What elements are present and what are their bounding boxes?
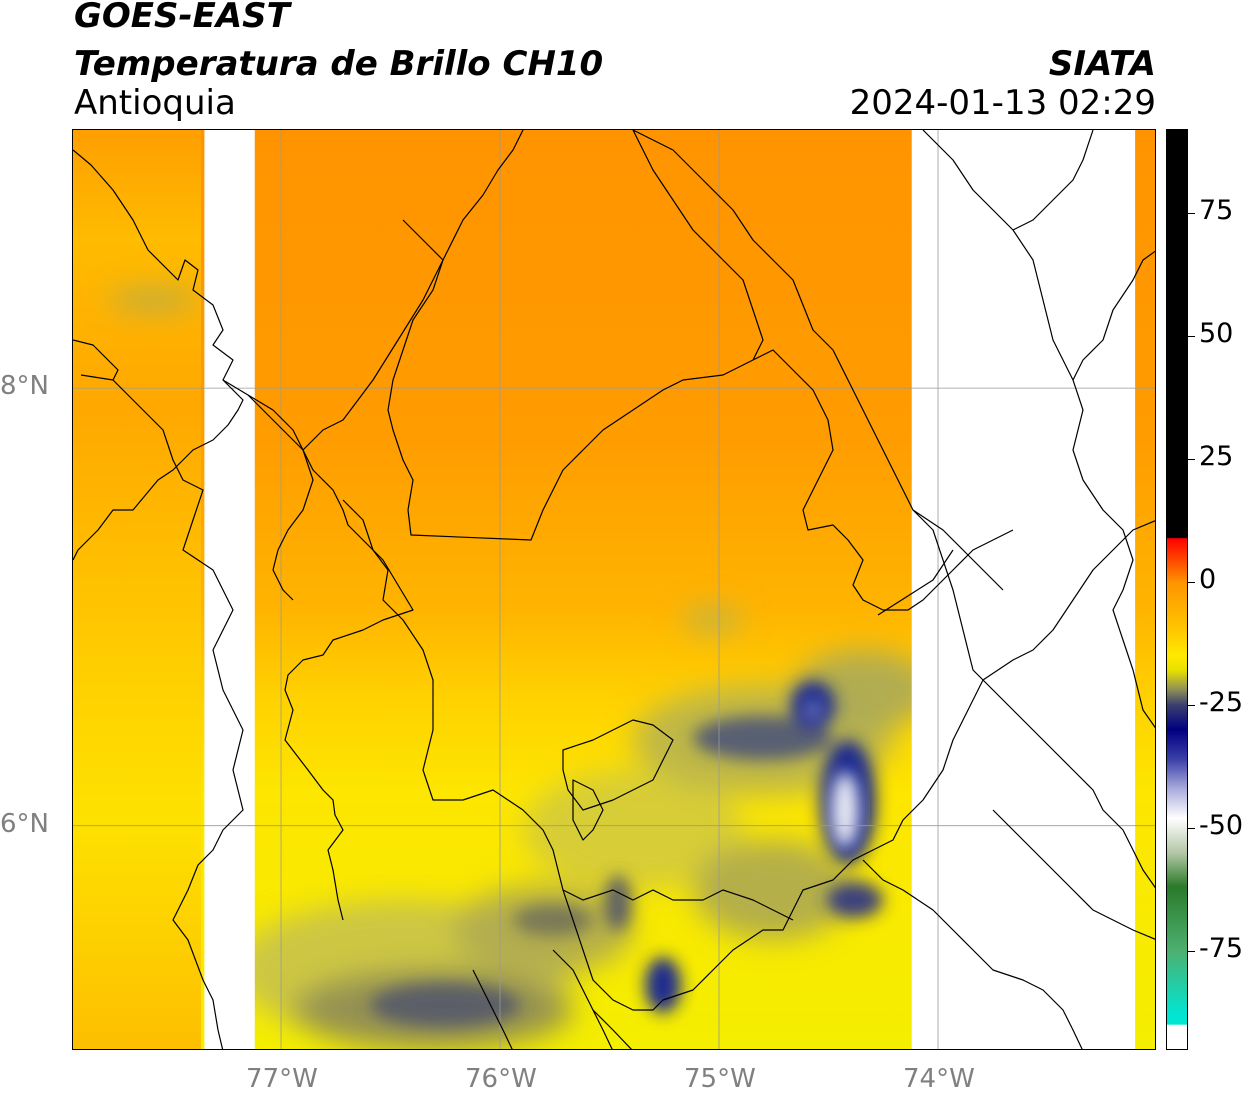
lon-tick-label: 75°W (684, 1064, 756, 1094)
colorbar-tick-mark (1188, 951, 1195, 953)
colorbar-tick-mark (1188, 335, 1195, 337)
colorbar-tick-label: 0 (1199, 564, 1217, 596)
colorbar-tick-mark (1188, 582, 1195, 584)
dept-boundary-risaralda (472, 969, 632, 1049)
colorbar-tick-mark (1188, 458, 1195, 460)
pacific-coastline (73, 149, 244, 561)
satellite-title: GOES-EAST (74, 0, 290, 36)
colorbar-tick-mark (1188, 212, 1195, 214)
dept-boundary-east (1012, 229, 1155, 729)
lat-tick-label: 6°N (0, 808, 49, 839)
dept-boundary-boyaca (912, 509, 1155, 889)
lon-tick-label: 76°W (465, 1064, 537, 1094)
dept-boundary-santander-2 (992, 809, 1155, 940)
lon-tick-label: 77°W (246, 1064, 318, 1094)
dept-boundary-cordoba (387, 130, 764, 541)
dept-boundary-northeast (922, 130, 1094, 231)
dept-boundary-straight (877, 549, 954, 616)
no-data-strip-2 (911, 130, 1136, 1049)
colorbar-tick-label: 75 (1199, 194, 1234, 226)
region-label: Antioquia (74, 83, 236, 123)
agency-label: SIATA (1048, 44, 1156, 84)
gridlines (73, 130, 1155, 1049)
datetime-label: 2024-01-13 02:29 (849, 83, 1156, 123)
dept-boundary-cesar (632, 130, 1004, 591)
municipality-outline-2 (572, 779, 604, 841)
coast-inner-2 (272, 449, 314, 601)
no-data-strips (204, 130, 1136, 1049)
temperature-field-west (73, 130, 201, 1049)
product-title: Temperatura de Brillo CH10 (74, 44, 604, 84)
municipality-outline (562, 719, 674, 811)
lat-tick-label: 8°N (0, 371, 49, 402)
antioquia-boundary-south (342, 499, 984, 1011)
dept-boundary-santander (982, 520, 1155, 681)
no-data-strip-1 (204, 130, 255, 1049)
colorbar (1166, 129, 1188, 1050)
colorbar-tick-mark (1188, 705, 1195, 707)
colorbar-tick-mark (1188, 828, 1195, 830)
colorbar-tick-label: -50 (1199, 810, 1244, 842)
map-canvas (73, 130, 1155, 1049)
colorbar-tick-label: -25 (1199, 687, 1244, 719)
lon-tick-label: 74°W (903, 1064, 975, 1094)
coldest-cloud-core (805, 700, 859, 848)
brightness-temperature-map (72, 129, 1156, 1050)
dept-boundary-cundinamarca (862, 859, 1083, 1049)
boundary-lines (73, 130, 1155, 1049)
dept-boundary-caldas (552, 889, 794, 1049)
dept-boundary-bolivar (752, 349, 1014, 611)
coast-inner (112, 379, 244, 1049)
colorbar-tick-label: -75 (1199, 933, 1244, 965)
colorbar-tick-label: 25 (1199, 440, 1234, 472)
caribbean-coast (247, 130, 524, 451)
river-magdalena-area (1072, 250, 1155, 381)
coast-gulf-uraba (222, 379, 414, 921)
colorbar-tick-label: 50 (1199, 317, 1234, 349)
